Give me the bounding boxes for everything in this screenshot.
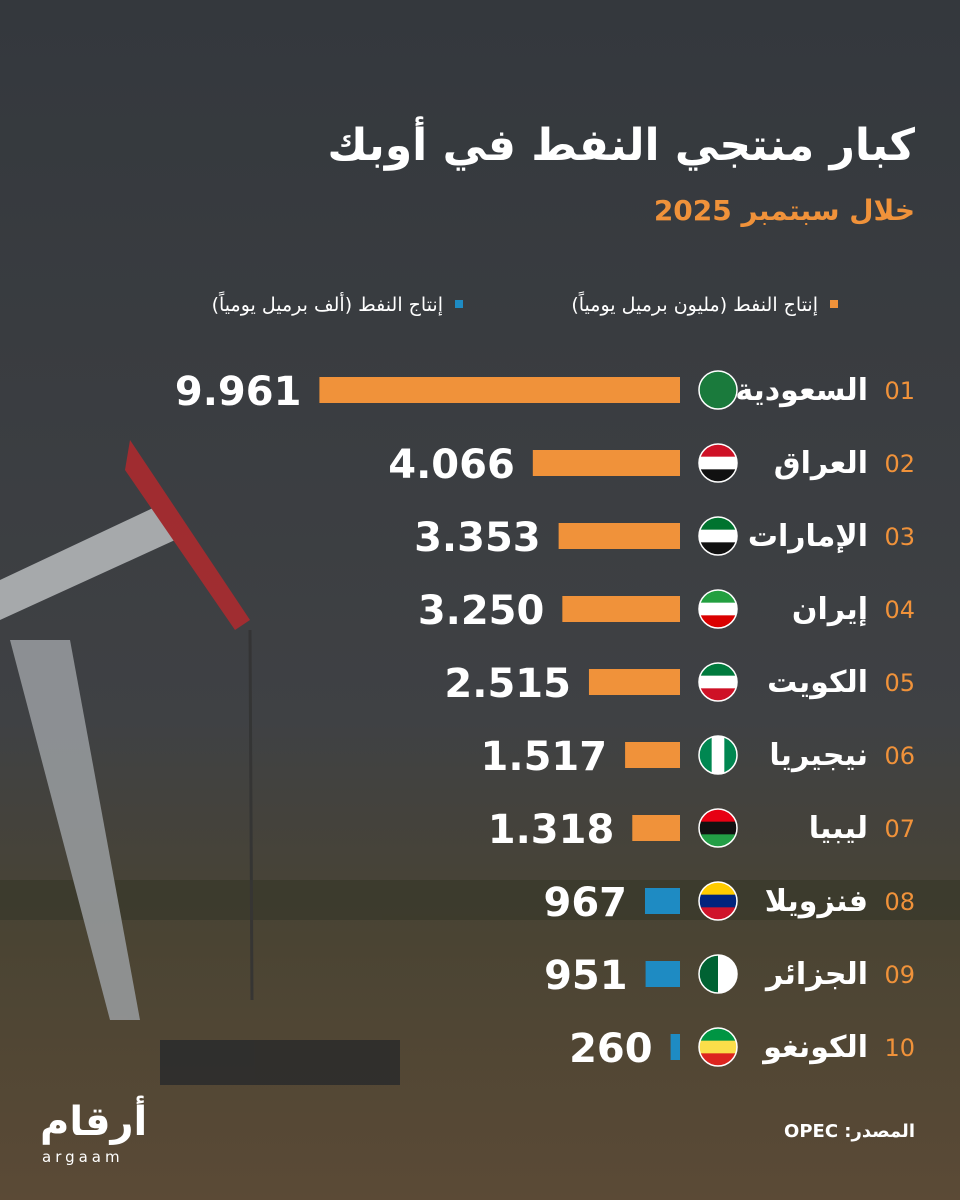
bar <box>625 742 680 768</box>
flag-ring <box>698 735 738 775</box>
flag-ring <box>698 370 738 410</box>
value-label: 260 <box>569 1026 653 1072</box>
flag <box>698 1027 738 1067</box>
flag <box>698 881 738 921</box>
category-label: ليبيا <box>809 811 868 846</box>
value-label: 9.961 <box>175 369 302 415</box>
category-label: الكويت <box>767 665 868 700</box>
flag-ring <box>698 954 738 994</box>
rank: 06 <box>884 742 915 770</box>
flag <box>698 735 738 775</box>
legend-swatch <box>455 300 463 308</box>
flag <box>698 370 738 410</box>
logo-latin: argaam <box>42 1148 124 1166</box>
value-label: 3.250 <box>418 588 545 634</box>
flag-ring <box>698 808 738 848</box>
value-label: 1.517 <box>481 734 608 780</box>
flag-stripe <box>699 602 737 616</box>
rank: 01 <box>884 377 915 405</box>
flag-stripe <box>699 529 737 543</box>
flag-stripe <box>699 371 737 409</box>
rank: 09 <box>884 961 915 989</box>
pumpjack <box>0 440 960 1085</box>
value-label: 3.353 <box>414 515 541 561</box>
bar <box>670 1034 680 1060</box>
chart-title: كبار منتجي النفط في أوبك <box>327 116 915 171</box>
bar <box>319 377 680 403</box>
bar <box>632 815 680 841</box>
flag <box>698 954 738 994</box>
value-label: 1.318 <box>488 807 615 853</box>
rank: 02 <box>884 450 915 478</box>
flag-stripe <box>699 456 737 470</box>
flag-stripe <box>699 821 737 835</box>
category-label: الإمارات <box>748 519 868 554</box>
flag <box>698 589 738 629</box>
rank: 05 <box>884 669 915 697</box>
flag-stripe <box>718 955 737 993</box>
flag-stripe <box>699 955 719 993</box>
bar <box>532 450 680 476</box>
flag-ring <box>698 443 738 483</box>
rank: 07 <box>884 815 915 843</box>
flag-stripe <box>699 675 737 689</box>
legend-swatch <box>830 300 838 308</box>
category-label: إيران <box>792 592 868 627</box>
rank: 10 <box>884 1034 915 1062</box>
flag-ring <box>698 589 738 629</box>
flag <box>698 443 738 483</box>
category-label: الكونغو <box>761 1030 868 1065</box>
rank: 04 <box>884 596 915 624</box>
bar <box>645 961 680 987</box>
category-label: نيجيريا <box>769 738 868 773</box>
flag-ring <box>698 662 738 702</box>
value-label: 951 <box>544 953 628 999</box>
flag-ring <box>698 881 738 921</box>
flag <box>698 516 738 556</box>
flag-ring <box>698 516 738 556</box>
flag <box>698 808 738 848</box>
bar <box>644 888 680 914</box>
legend-label: إنتاج النفط (ألف برميل يومياً) <box>212 291 443 317</box>
category-label: السعودية <box>735 373 868 408</box>
category-label: الجزائر <box>764 957 868 992</box>
rank: 03 <box>884 523 915 551</box>
flag-stripe <box>699 894 737 908</box>
source: المصدر: OPEC <box>784 1121 915 1142</box>
logo: أرقام <box>40 1095 147 1145</box>
legend-label: إنتاج النفط (مليون برميل يومياً) <box>571 291 818 317</box>
flag <box>698 662 738 702</box>
flag-ring <box>698 1027 738 1067</box>
flag-stripe <box>699 1040 737 1054</box>
category-label: فنزويلا <box>765 884 868 919</box>
chart-subtitle: خلال سبتمبر 2025 <box>654 194 915 227</box>
bar <box>562 596 680 622</box>
category-label: العراق <box>774 446 868 481</box>
flag-stripe <box>711 736 725 774</box>
rank: 08 <box>884 888 915 916</box>
value-label: 4.066 <box>388 442 515 488</box>
value-label: 967 <box>543 880 627 926</box>
value-label: 2.515 <box>444 661 571 707</box>
bar <box>558 523 680 549</box>
bar <box>588 669 680 695</box>
